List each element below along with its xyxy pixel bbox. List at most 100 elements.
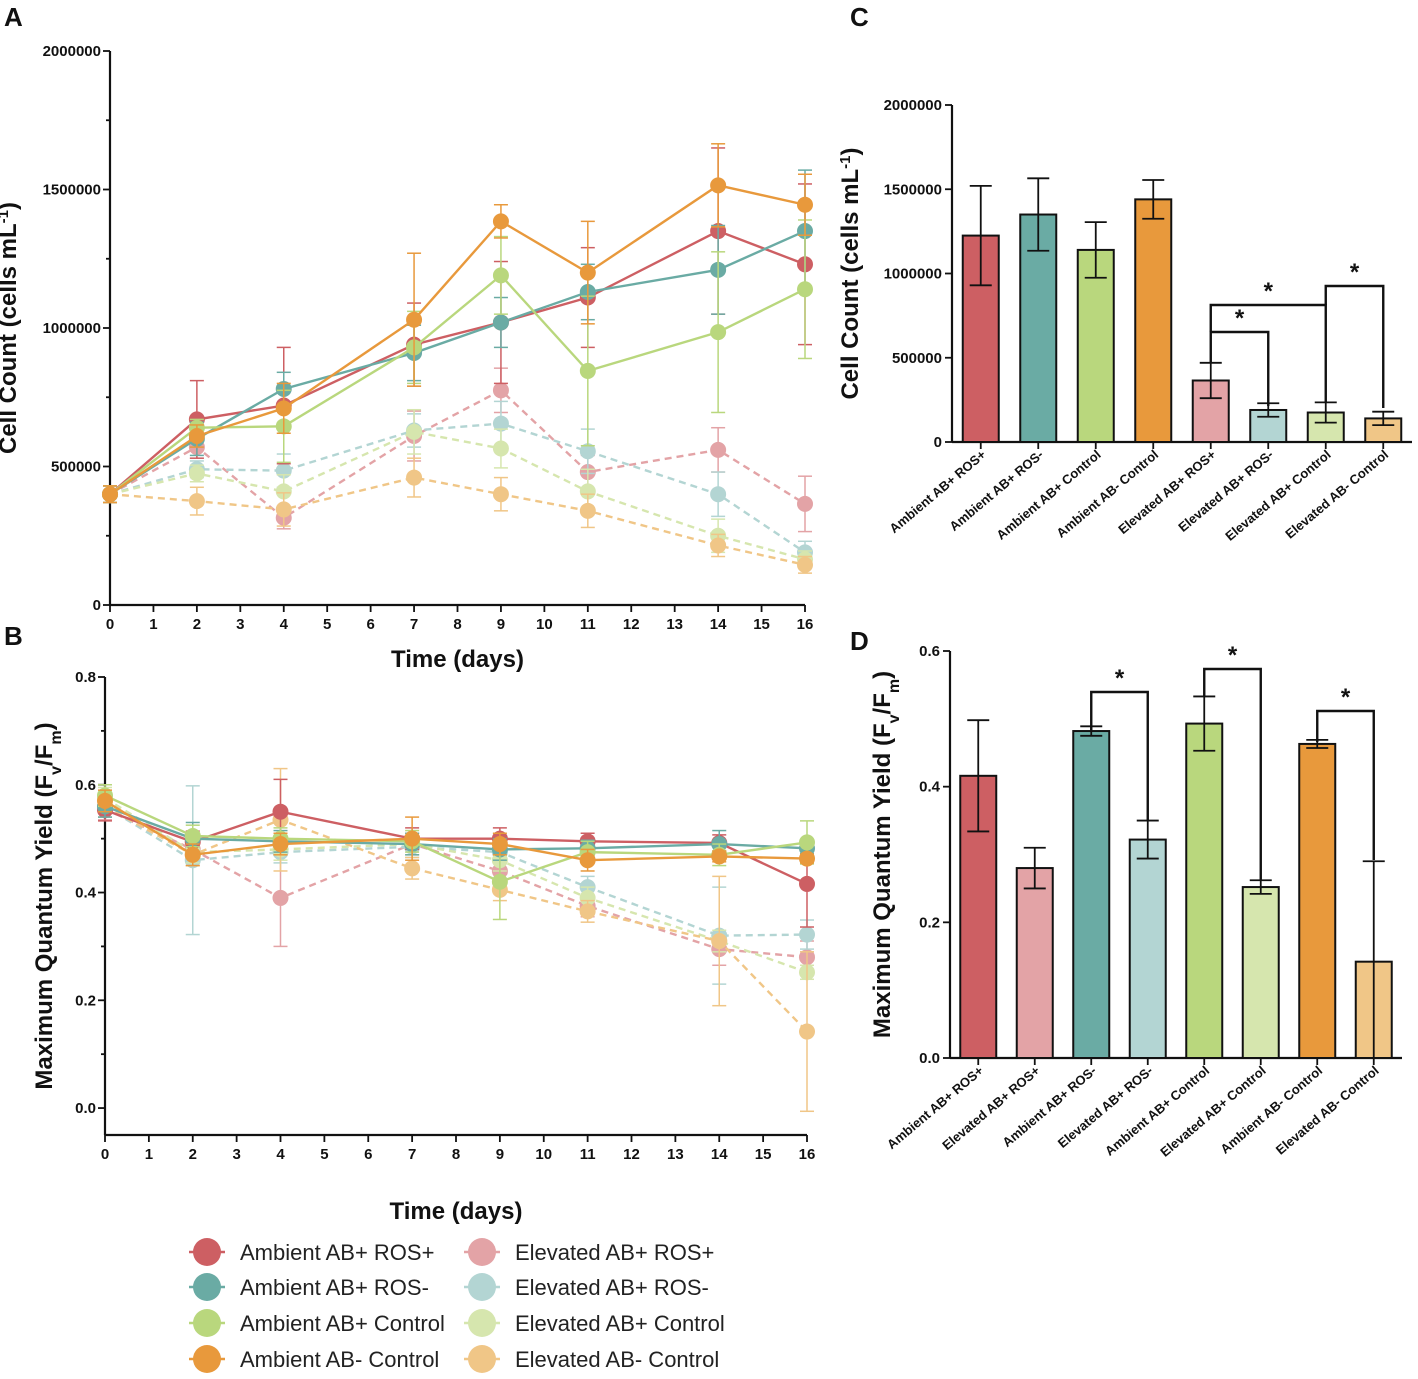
series-ambient-abplus-rosplus xyxy=(102,147,813,504)
panel-letter-b: B xyxy=(4,621,23,651)
legend-item-elevated-abplus-rosminus: Elevated AB+ ROS- xyxy=(464,1273,709,1301)
x-tick-label: 10 xyxy=(535,1146,552,1163)
data-point xyxy=(579,362,596,379)
data-point xyxy=(492,267,509,284)
bar-chart-cell-count: 0 500000 1000000 1500000 2000000 Cell Count (… xyxy=(837,97,1412,544)
legend-marker xyxy=(193,1309,221,1337)
y-tick-label: 0.0 xyxy=(919,1050,940,1067)
x-tick-label: 15 xyxy=(755,1146,772,1163)
data-point xyxy=(275,400,292,417)
y-tick-label: 1000000 xyxy=(884,266,942,283)
data-point xyxy=(710,486,727,503)
series-line xyxy=(109,388,806,520)
x-tick-label: 5 xyxy=(323,616,331,633)
significance-bracket xyxy=(1316,709,1375,860)
y-tick-label: 2000000 xyxy=(43,43,101,60)
x-tick-label: 13 xyxy=(666,616,683,633)
y-tick-label: 1500000 xyxy=(884,181,942,198)
x-tick-label: 14 xyxy=(710,616,727,633)
significance-bracket xyxy=(1324,284,1385,408)
legend-marker xyxy=(468,1309,496,1337)
data-point xyxy=(492,382,509,399)
data-point xyxy=(492,486,509,503)
x-category-label: Elevated AB+ Control xyxy=(1157,1063,1268,1160)
series-line xyxy=(109,184,806,496)
x-category-label: Elevated AB+ ROS+ xyxy=(1115,447,1219,537)
x-category-label: Elevated AB+ ROS- xyxy=(1175,447,1276,535)
legend-marker xyxy=(468,1273,496,1301)
series-line xyxy=(109,273,806,496)
data-point xyxy=(406,423,423,440)
data-point xyxy=(797,556,813,573)
legend-marker xyxy=(468,1345,496,1373)
y-tick-label: 0.6 xyxy=(75,777,96,794)
x-tick-label: 4 xyxy=(280,616,289,633)
series-ambient-abminus-control xyxy=(97,789,815,872)
series-line xyxy=(104,794,808,884)
x-tick-label: 11 xyxy=(580,616,596,633)
significance-bracket xyxy=(1209,303,1327,402)
data-point xyxy=(275,501,292,518)
x-category-label: Elevated AB- Control xyxy=(1273,1063,1382,1158)
y-axis-title: Cell Count (cells mL-1) xyxy=(837,147,865,399)
bar-chart-quantum-yield: 0.0 0.2 0.4 0.6 Maximum Quantum Yield (Fv/Fm… xyxy=(869,642,1402,1160)
series-line xyxy=(104,805,808,1033)
x-category-label: Ambient AB- Control xyxy=(1053,447,1161,541)
series-elevated-abplus-control xyxy=(97,786,815,981)
series-line xyxy=(104,797,808,974)
data-point xyxy=(102,486,118,503)
x-tick-label: 9 xyxy=(496,1146,504,1163)
series-elevated-abplus-rosplus xyxy=(102,367,813,533)
x-category-label: Ambient AB+ ROS- xyxy=(946,447,1046,534)
x-axis-title: Time (days) xyxy=(391,646,524,673)
data-point xyxy=(711,848,728,865)
x-category-label: Ambient AB+ ROS+ xyxy=(886,447,989,536)
bar-elevated-abplus-rosplus xyxy=(1015,867,1054,1059)
bar-ambient-abminus-control xyxy=(1298,742,1337,1059)
significance-bracket xyxy=(1209,330,1270,406)
data-point xyxy=(492,440,509,457)
bar-ambient-abplus-control xyxy=(1185,722,1224,1059)
series-line xyxy=(109,476,806,567)
data-point xyxy=(579,483,596,500)
bar-elevated-abplus-control xyxy=(1241,886,1280,1059)
x-tick-label: 0 xyxy=(106,616,114,633)
data-point xyxy=(710,441,727,458)
x-tick-label: 8 xyxy=(452,1146,460,1163)
significance-star: * xyxy=(1264,278,1274,305)
data-point xyxy=(491,836,508,853)
legend-marker xyxy=(193,1345,221,1373)
y-tick-label: 0.6 xyxy=(919,643,940,660)
series-line xyxy=(104,799,808,862)
legend-marker xyxy=(193,1273,221,1301)
x-tick-label: 15 xyxy=(753,616,770,633)
x-tick-label: 7 xyxy=(410,616,418,633)
x-tick-label: 2 xyxy=(193,616,201,633)
data-point xyxy=(710,177,727,194)
legend: Ambient AB+ ROS+ Ambient AB+ ROS- Ambient … xyxy=(189,1238,725,1373)
series-line xyxy=(104,807,808,959)
data-point xyxy=(492,415,509,432)
legend-item-elevated-abplus-control: Elevated AB+ Control xyxy=(464,1309,725,1337)
x-tick-label: 0 xyxy=(101,1146,109,1163)
bar-elevated-abplus-rosminus xyxy=(1128,838,1167,1059)
x-tick-label: 16 xyxy=(797,616,814,633)
data-point xyxy=(797,495,813,512)
data-point xyxy=(492,314,509,331)
legend-label: Ambient AB+ ROS+ xyxy=(240,1240,434,1265)
series-line xyxy=(109,422,806,554)
data-point xyxy=(492,213,509,230)
x-tick-label: 10 xyxy=(536,616,553,633)
x-category-label: Ambient AB+ Control xyxy=(1102,1063,1212,1159)
panel-letter-c: C xyxy=(850,2,869,32)
data-point xyxy=(799,1023,815,1040)
bar-ambient-abplus-rosminus xyxy=(1072,730,1111,1059)
data-point xyxy=(404,860,421,877)
x-tick-label: 5 xyxy=(320,1146,328,1163)
data-point xyxy=(799,834,815,851)
series-line xyxy=(109,430,806,561)
x-tick-label: 11 xyxy=(580,1146,596,1163)
legend-label: Elevated AB+ ROS+ xyxy=(515,1240,714,1265)
